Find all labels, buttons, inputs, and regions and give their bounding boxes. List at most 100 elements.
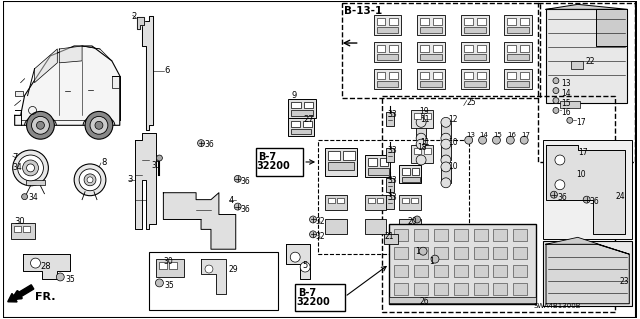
Bar bbox=[288, 99, 316, 118]
Bar bbox=[399, 165, 421, 183]
Bar bbox=[543, 241, 632, 306]
Bar bbox=[560, 100, 580, 108]
Bar bbox=[464, 18, 473, 25]
Polygon shape bbox=[136, 17, 143, 29]
Circle shape bbox=[300, 262, 310, 272]
Polygon shape bbox=[60, 46, 82, 63]
Bar bbox=[389, 297, 536, 303]
Bar bbox=[420, 72, 429, 79]
Text: 9: 9 bbox=[291, 91, 296, 100]
Text: 6: 6 bbox=[164, 66, 170, 75]
Bar bbox=[328, 198, 335, 203]
Text: 4: 4 bbox=[229, 196, 234, 205]
Bar bbox=[394, 283, 408, 295]
Circle shape bbox=[416, 117, 426, 127]
Bar bbox=[414, 265, 428, 277]
Bar bbox=[513, 247, 527, 259]
Bar bbox=[441, 144, 451, 160]
Circle shape bbox=[310, 216, 317, 223]
Text: 7: 7 bbox=[13, 153, 18, 162]
Bar bbox=[464, 81, 486, 87]
Bar bbox=[394, 247, 408, 259]
Bar bbox=[380, 158, 388, 166]
Bar bbox=[367, 168, 389, 175]
Text: 16: 16 bbox=[561, 108, 570, 117]
Bar bbox=[389, 18, 398, 25]
Circle shape bbox=[441, 155, 451, 165]
Bar bbox=[325, 148, 356, 176]
Bar bbox=[374, 15, 401, 35]
Circle shape bbox=[583, 196, 590, 203]
Bar bbox=[367, 198, 374, 203]
Circle shape bbox=[27, 164, 35, 172]
Text: 10: 10 bbox=[448, 138, 458, 147]
Circle shape bbox=[95, 121, 103, 129]
Bar bbox=[461, 42, 488, 62]
Bar bbox=[291, 129, 311, 134]
Polygon shape bbox=[286, 244, 310, 279]
Circle shape bbox=[31, 258, 40, 268]
Text: 28: 28 bbox=[40, 262, 51, 271]
Circle shape bbox=[419, 247, 427, 255]
Text: 36: 36 bbox=[204, 140, 214, 149]
Circle shape bbox=[22, 160, 38, 176]
Bar bbox=[417, 69, 445, 89]
Bar bbox=[389, 72, 398, 79]
Text: 26: 26 bbox=[419, 297, 429, 306]
Bar bbox=[394, 229, 408, 241]
Bar bbox=[170, 262, 177, 269]
Bar bbox=[477, 18, 486, 25]
Text: 8: 8 bbox=[101, 158, 106, 167]
Polygon shape bbox=[15, 46, 120, 125]
Text: 22: 22 bbox=[586, 57, 595, 66]
Text: 14: 14 bbox=[479, 132, 488, 138]
Circle shape bbox=[506, 136, 515, 144]
Bar bbox=[156, 259, 184, 277]
Circle shape bbox=[79, 169, 101, 191]
Circle shape bbox=[90, 116, 108, 134]
Bar bbox=[387, 112, 394, 126]
Bar bbox=[420, 18, 429, 25]
Bar bbox=[571, 61, 582, 69]
Bar bbox=[403, 168, 410, 175]
Text: 23: 23 bbox=[620, 277, 629, 286]
Text: 36: 36 bbox=[589, 197, 600, 206]
Bar bbox=[464, 54, 486, 60]
Bar bbox=[376, 198, 383, 203]
Polygon shape bbox=[22, 254, 70, 279]
Circle shape bbox=[441, 139, 451, 149]
Bar bbox=[403, 177, 420, 182]
Polygon shape bbox=[163, 193, 236, 249]
Bar bbox=[255, 148, 303, 176]
Bar bbox=[112, 76, 119, 88]
Bar bbox=[508, 45, 516, 52]
Bar bbox=[365, 155, 390, 177]
Circle shape bbox=[493, 136, 500, 144]
Text: 33: 33 bbox=[387, 193, 397, 202]
Bar bbox=[303, 121, 312, 127]
Text: 17: 17 bbox=[576, 118, 586, 127]
Bar bbox=[420, 45, 429, 52]
Bar bbox=[325, 195, 347, 210]
Bar bbox=[11, 223, 35, 239]
Bar bbox=[434, 229, 448, 241]
Bar bbox=[22, 226, 29, 232]
Text: 20: 20 bbox=[407, 218, 417, 226]
Text: 14: 14 bbox=[561, 89, 570, 98]
Circle shape bbox=[479, 136, 486, 144]
Bar bbox=[493, 247, 508, 259]
Bar bbox=[376, 18, 385, 25]
Circle shape bbox=[416, 133, 426, 143]
Circle shape bbox=[441, 117, 451, 127]
Bar bbox=[461, 69, 488, 89]
Bar bbox=[414, 114, 421, 119]
Circle shape bbox=[465, 136, 473, 144]
Text: 10: 10 bbox=[448, 162, 458, 171]
Bar bbox=[26, 180, 45, 185]
Bar bbox=[513, 283, 527, 295]
Text: 35: 35 bbox=[164, 281, 174, 290]
Text: 36: 36 bbox=[557, 193, 566, 202]
Bar bbox=[328, 162, 354, 170]
Text: 13: 13 bbox=[561, 79, 570, 88]
Text: 21: 21 bbox=[385, 232, 394, 241]
